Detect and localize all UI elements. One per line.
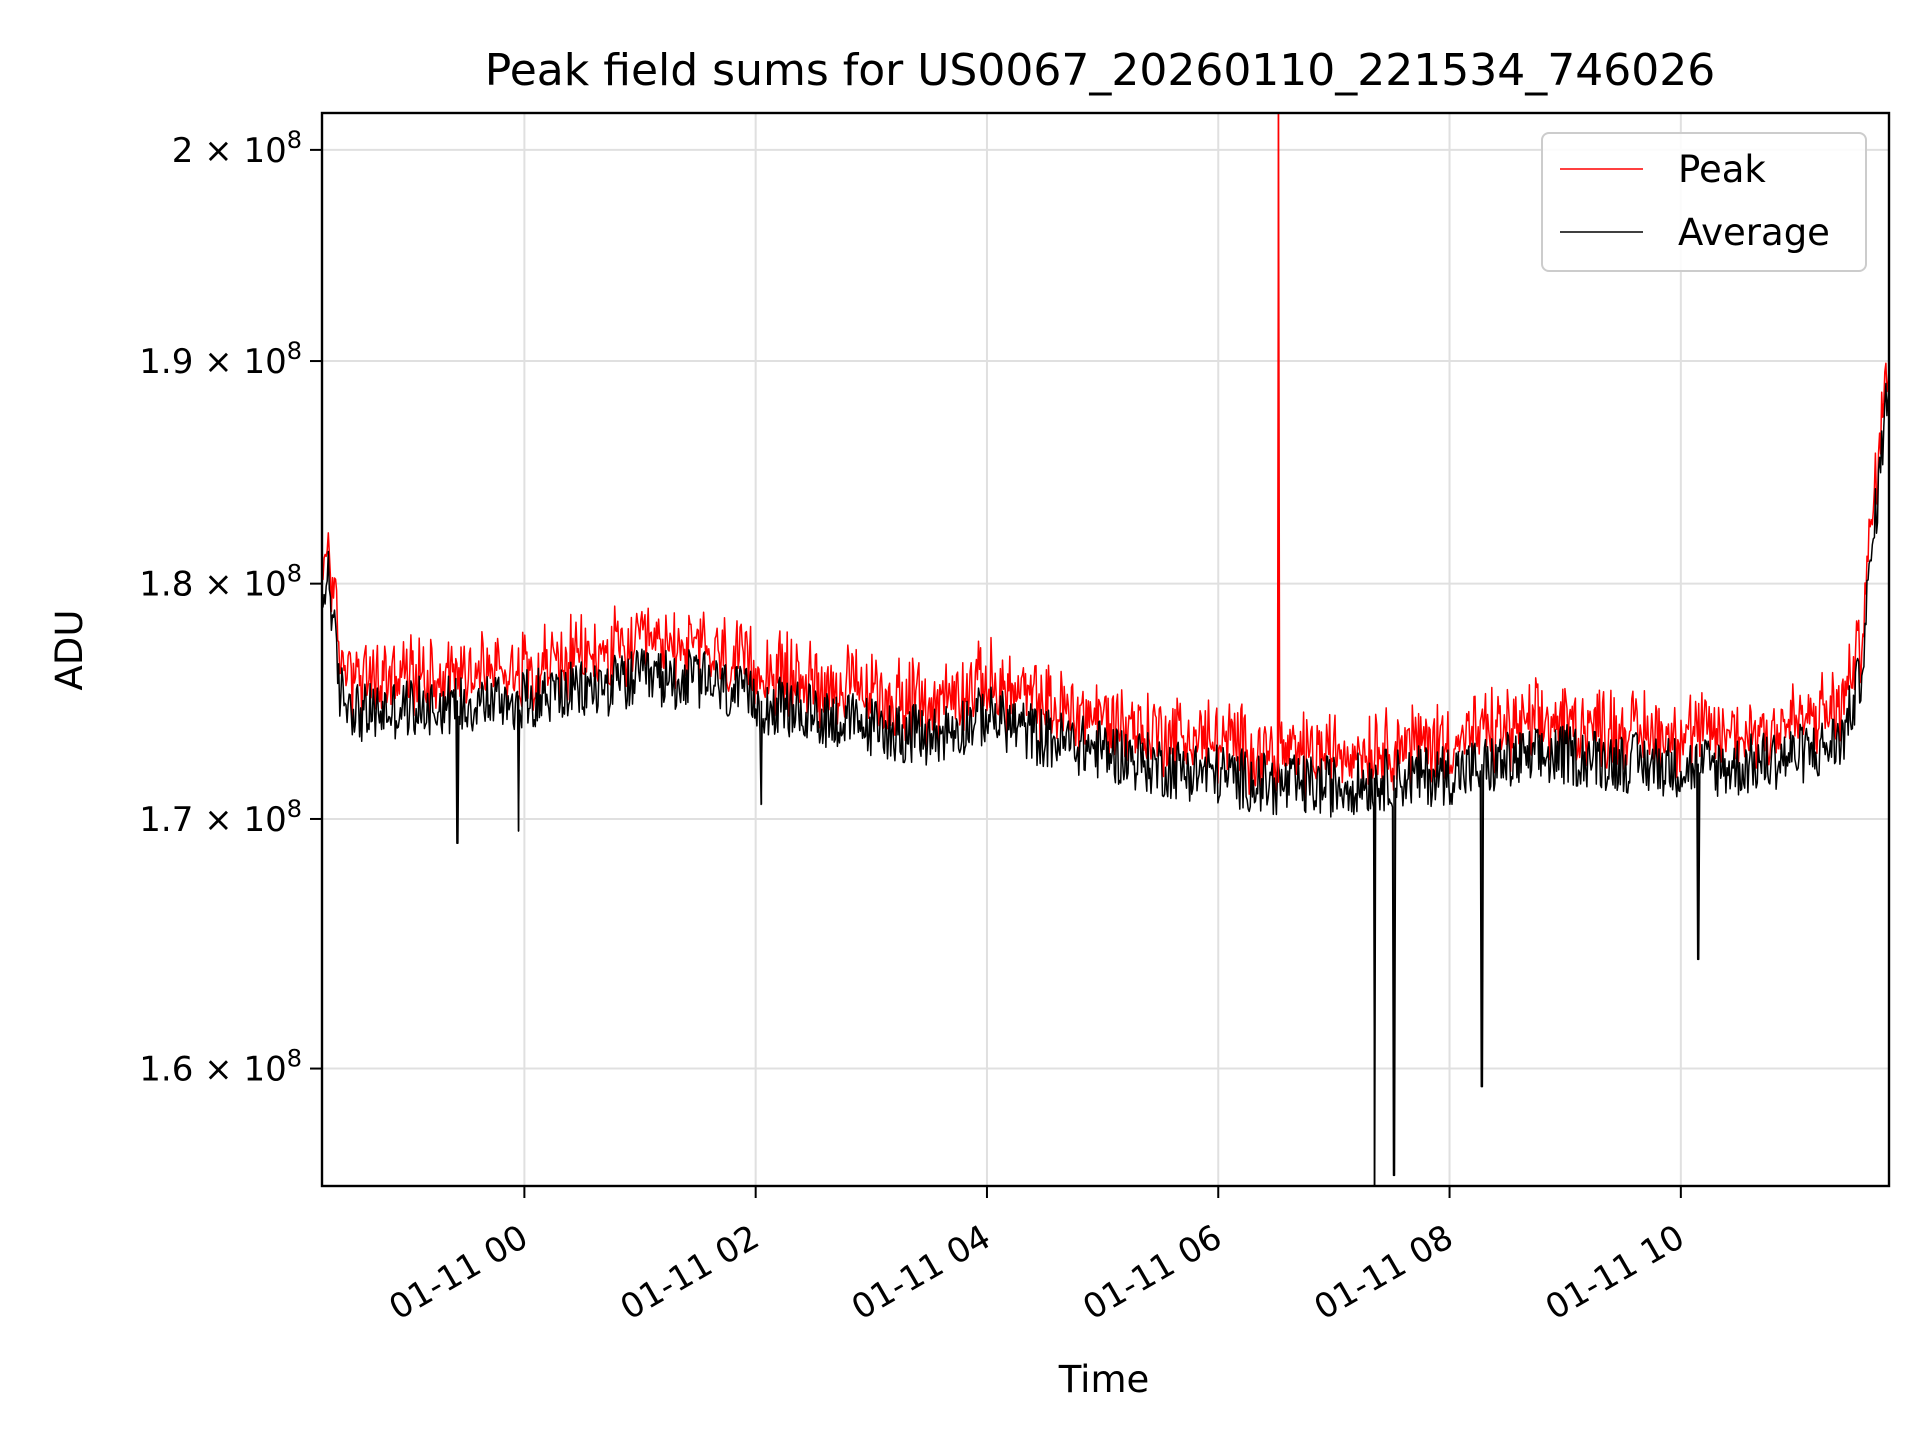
- y-tick-label: 1.8 × 108: [139, 560, 302, 605]
- y-tick-exponent: 8: [287, 795, 302, 823]
- y-tick-base: 1.8: [139, 565, 193, 605]
- series-layer: [322, 113, 1889, 1186]
- legend: Peak Average: [1541, 132, 1867, 272]
- y-tick-base: 1.6: [139, 1050, 193, 1090]
- y-axis-title: ADU: [48, 610, 91, 691]
- plot-series-area: [322, 113, 1889, 1186]
- y-tick-label: 1.6 × 108: [139, 1045, 302, 1090]
- y-tick-base: 1.7: [139, 800, 193, 840]
- series-line-peak: [322, 113, 1889, 801]
- series-line-average: [322, 382, 1889, 1186]
- y-tick-label: 1.7 × 108: [139, 795, 302, 840]
- y-tick-exponent: 8: [287, 560, 302, 588]
- y-tick-exponent: 8: [287, 126, 302, 154]
- chart-title: Peak field sums for US0067_20260110_2215…: [485, 45, 1715, 96]
- plot-frame: [320, 111, 1891, 1188]
- y-tick-exponent: 8: [287, 337, 302, 365]
- x-axis-title: Time: [1058, 1358, 1150, 1401]
- legend-average-label: Average: [1678, 211, 1830, 254]
- y-tick-label: 2 × 108: [172, 126, 302, 171]
- y-tick-label: 1.9 × 108: [139, 337, 302, 382]
- y-tick-base: 2: [172, 131, 194, 171]
- y-axis: 1.6 × 108 1.7 × 108 1.8 × 108 1.9 × 108 2 × …: [139, 126, 322, 1090]
- y-tick-exponent: 8: [287, 1045, 302, 1073]
- legend-peak-label: Peak: [1678, 148, 1766, 191]
- legend-box: [1541, 132, 1867, 272]
- y-tick-base: 1.9: [139, 342, 193, 382]
